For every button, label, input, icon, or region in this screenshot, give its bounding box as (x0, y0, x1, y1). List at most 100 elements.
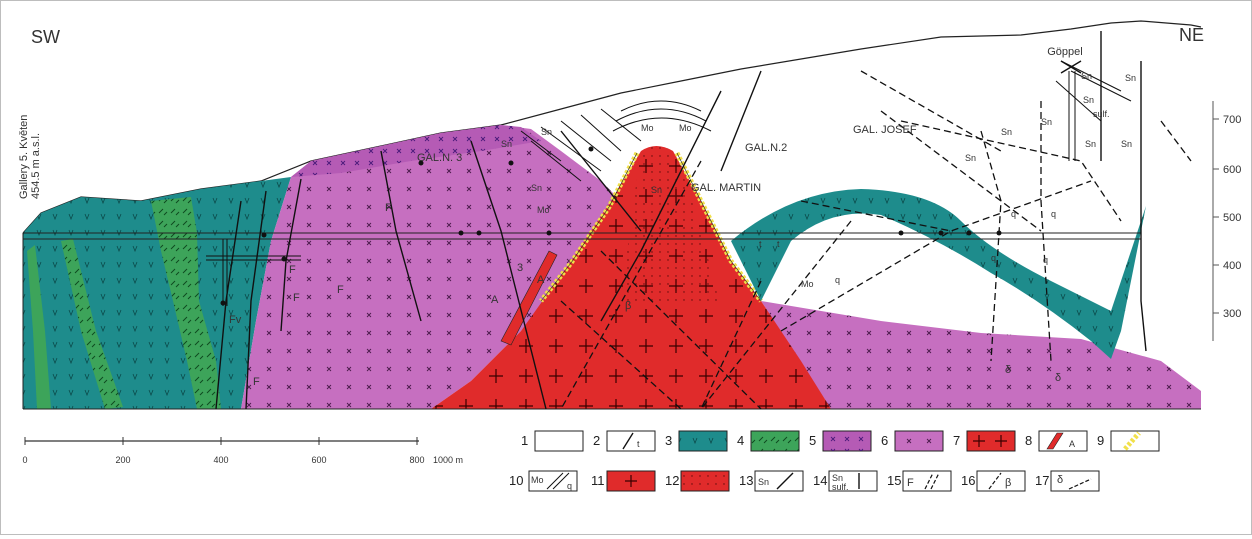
legend-num: 9 (1097, 433, 1104, 448)
gallery-label-line2: 454.5 m a.s.l. (30, 133, 42, 199)
svg-text:200: 200 (115, 455, 130, 465)
svg-text:A: A (1069, 439, 1075, 449)
legend-swatch-13 (754, 470, 804, 492)
svg-text:F: F (253, 376, 260, 388)
svg-text:F: F (337, 284, 344, 296)
legend-num: 15 (887, 473, 901, 488)
goppel-marker (1060, 60, 1082, 74)
legend-num: 16 (961, 473, 975, 488)
svg-text:t: t (637, 439, 640, 449)
legend-num: 17 (1035, 473, 1049, 488)
label-ne: NE (1179, 25, 1204, 45)
legend-num: 7 (953, 433, 960, 448)
section-body (22, 20, 1202, 410)
legend-num: 11 (591, 473, 605, 488)
svg-text:800: 800 (409, 455, 424, 465)
svg-text:Mo: Mo (801, 279, 814, 289)
svg-text:F: F (293, 292, 300, 304)
gallery-5-kveten-level (23, 232, 1141, 240)
svg-text:δ: δ (1055, 372, 1061, 384)
svg-text:Fv: Fv (229, 314, 242, 326)
svg-text:3: 3 (517, 262, 523, 274)
elev-tick: 600 (1223, 164, 1241, 176)
svg-text:sulf.: sulf. (832, 482, 849, 492)
unit-granite-dotted (621, 146, 719, 301)
svg-text:F: F (289, 264, 296, 276)
legend-swatch-17 (1050, 470, 1100, 492)
svg-text:Sn: Sn (758, 477, 769, 487)
gallery-label-line1: Gallery 5. Květen (18, 115, 30, 199)
svg-text:q: q (991, 253, 996, 263)
faults-solid (215, 31, 1147, 410)
svg-text:Sn: Sn (541, 127, 552, 137)
scale-bar: 0 200 400 600 800 1000 m (22, 437, 463, 465)
svg-text:0: 0 (22, 455, 27, 465)
legend-num: 5 (809, 433, 816, 448)
legend-swatch-10 (528, 470, 578, 492)
svg-text:Sn: Sn (1083, 95, 1094, 105)
svg-text:q: q (567, 481, 572, 491)
legend: 1 2 t 3 4 5 6 7 8 A 9 10 Mo q 11 (509, 430, 1160, 492)
elev-tick: 400 (1223, 260, 1241, 272)
shaft-goppel (1068, 71, 1076, 161)
svg-text:Sn: Sn (501, 139, 512, 149)
label-goppel: Göppel (1047, 46, 1082, 58)
svg-text:Sn: Sn (531, 183, 542, 193)
unit-green-dyke-3 (27, 245, 51, 409)
svg-text:δ: δ (1057, 474, 1063, 486)
legend-swatch-1 (534, 430, 584, 452)
svg-text:Sn: Sn (651, 185, 662, 195)
legend-num: 10 (509, 473, 523, 488)
svg-text:Sn: Sn (1001, 127, 1012, 137)
legend-num: 12 (665, 473, 679, 488)
svg-text:400: 400 (213, 455, 228, 465)
svg-text:q: q (1043, 255, 1048, 265)
legend-swatch-15 (902, 470, 952, 492)
svg-text:sulf.: sulf. (1093, 109, 1110, 119)
svg-text:Sn: Sn (965, 153, 976, 163)
svg-text:F: F (907, 477, 914, 489)
label-sw: SW (31, 27, 60, 47)
svg-text:Sn: Sn (1041, 117, 1052, 127)
legend-swatch-8 (1038, 430, 1088, 452)
legend-num: 13 (739, 473, 753, 488)
svg-text:A: A (491, 294, 499, 306)
elev-tick: 300 (1223, 308, 1241, 320)
svg-text:β: β (625, 300, 631, 312)
svg-text:q: q (1011, 209, 1016, 219)
legend-num: 8 (1025, 433, 1032, 448)
vein-set (520, 60, 1132, 182)
elev-tick: 700 (1223, 114, 1241, 126)
shaft-left (206, 239, 301, 306)
label-gal-n3: GAL.N. 3 (417, 152, 462, 164)
elev-tick: 500 (1223, 212, 1241, 224)
svg-text:1000 m: 1000 m (433, 455, 463, 465)
label-gal-martin: GAL. MARTIN (691, 182, 761, 194)
svg-text:Sn: Sn (1085, 139, 1096, 149)
mineral-labels: Sn Sn Sn Sn Mo Mo Mo Mo q q q q q Sn Sn … (229, 71, 1136, 388)
label-gal-josef: GAL. JOSEF (853, 124, 917, 136)
svg-text:Mo: Mo (537, 205, 550, 215)
svg-text:Sn: Sn (832, 473, 843, 483)
label-gal-n2: GAL.N.2 (745, 142, 787, 154)
legend-num: 1 (521, 433, 528, 448)
legend-num: 4 (737, 433, 744, 448)
svg-text:Sn: Sn (1081, 71, 1092, 81)
legend-num: 3 (665, 433, 672, 448)
svg-text:600: 600 (311, 455, 326, 465)
svg-text:Sn: Sn (1121, 139, 1132, 149)
legend-num: 2 (593, 433, 600, 448)
svg-text:Mo: Mo (679, 123, 692, 133)
legend-swatch-2 (606, 430, 656, 452)
legend-num: 6 (881, 433, 888, 448)
svg-text:q: q (1051, 209, 1056, 219)
legend-num: 14 (813, 473, 827, 488)
svg-text:q: q (835, 275, 840, 285)
svg-text:F: F (385, 202, 392, 214)
svg-text:Mo: Mo (641, 123, 654, 133)
legend-swatch-14 (828, 470, 878, 492)
svg-text:Sn: Sn (1125, 73, 1136, 83)
legend-swatch-16 (976, 470, 1026, 492)
svg-text:Mo: Mo (531, 475, 544, 485)
